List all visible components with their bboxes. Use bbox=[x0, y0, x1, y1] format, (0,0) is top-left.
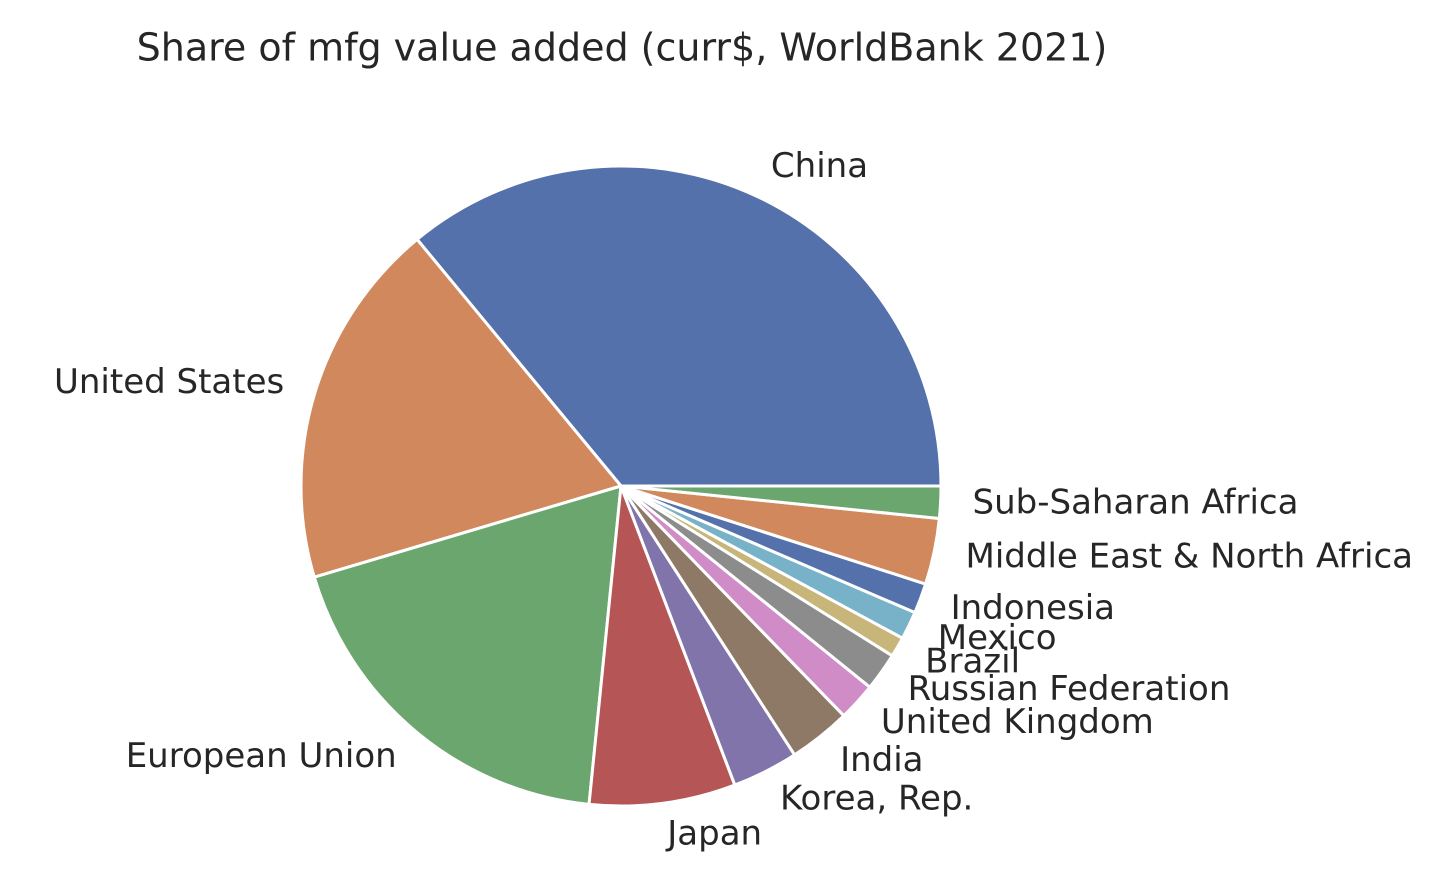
slice-label: Japan bbox=[665, 813, 762, 853]
pie-slice bbox=[619, 484, 943, 520]
slice-label: Indonesia bbox=[951, 588, 1115, 628]
slice-label: Korea, Rep. bbox=[780, 779, 973, 819]
slice-label: India bbox=[840, 740, 923, 780]
slice-label: Sub-Saharan Africa bbox=[973, 482, 1299, 522]
pie-slice bbox=[587, 484, 737, 808]
slice-label: European Union bbox=[126, 736, 397, 776]
pie-slice bbox=[312, 484, 623, 806]
pie-slice bbox=[415, 164, 943, 488]
slice-label: Brazil bbox=[925, 642, 1020, 682]
slice-label: United States bbox=[54, 362, 284, 402]
slice-label: Middle East & North Africa bbox=[966, 537, 1413, 577]
slice-label: United Kingdom bbox=[881, 702, 1154, 742]
chart-title: Share of mfg value added (curr$, WorldBa… bbox=[137, 26, 1108, 70]
slice-label: China bbox=[771, 146, 868, 186]
pie-slice bbox=[299, 237, 623, 579]
slice-label: Russian Federation bbox=[908, 669, 1231, 709]
slice-label: Mexico bbox=[938, 618, 1057, 658]
